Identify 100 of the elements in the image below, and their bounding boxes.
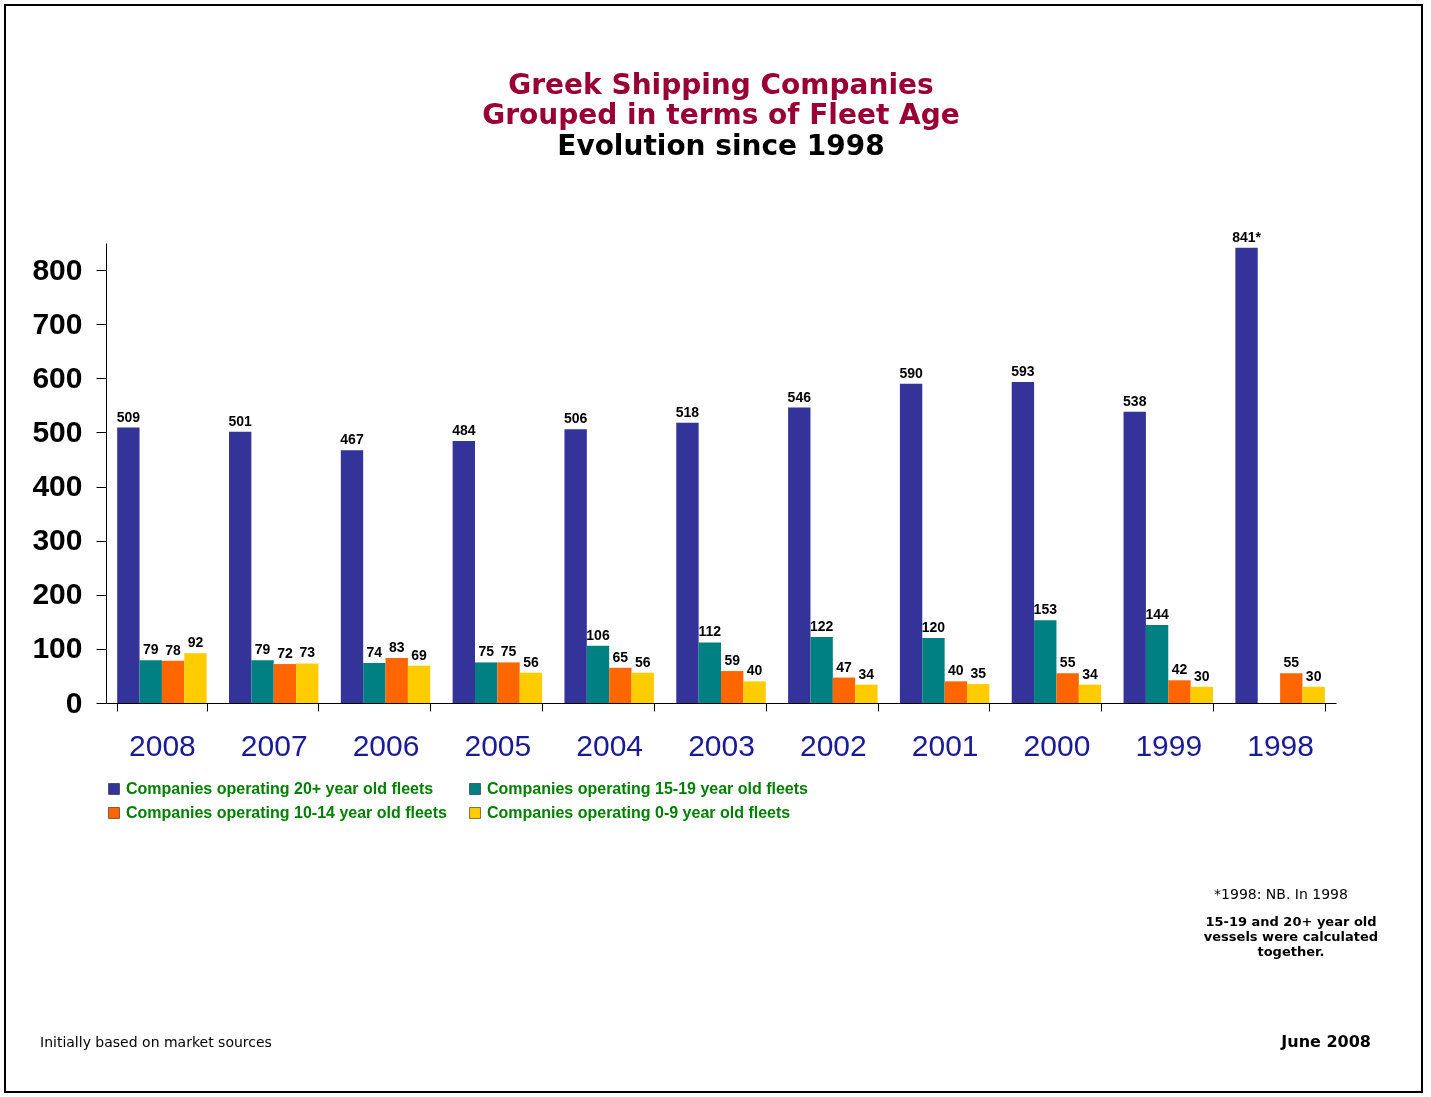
data-label: 40: [746, 662, 763, 679]
bar: [117, 427, 140, 703]
bar: [967, 684, 990, 703]
bar: [273, 664, 297, 703]
bar: [1034, 620, 1057, 703]
x-tick-label: 1999: [1135, 728, 1203, 762]
x-tick-label: 2002: [799, 728, 867, 762]
data-label: 30: [1305, 667, 1322, 684]
bar: [609, 667, 632, 703]
data-label: 42: [1171, 661, 1188, 678]
data-label: 34: [858, 665, 875, 682]
bar: [1123, 411, 1146, 703]
bar: [340, 450, 364, 703]
bar: [385, 658, 408, 703]
bar: [251, 660, 274, 703]
data-label: 30: [1194, 667, 1210, 684]
data-label: 55: [1059, 654, 1076, 671]
data-label: 34: [1082, 665, 1098, 682]
data-label: 47: [836, 658, 852, 675]
bar: [922, 638, 945, 703]
data-label: 122: [809, 617, 834, 634]
bar: [1056, 673, 1079, 703]
legend-label: Companies operating 15-19 year old fleets: [487, 780, 809, 797]
data-label: 506: [563, 410, 588, 427]
x-tick-label: 2008: [129, 728, 196, 762]
bar: [1078, 684, 1102, 703]
bar: [1302, 686, 1325, 703]
bar: [721, 671, 744, 703]
bar: [899, 383, 923, 703]
data-label: 59: [724, 652, 741, 669]
y-tick-label: 800: [32, 252, 83, 286]
y-tick-label: 0: [65, 685, 83, 719]
data-label: 144: [1145, 606, 1169, 623]
data-label: 106: [586, 626, 610, 643]
data-label: 92: [187, 634, 204, 651]
bar: [743, 681, 766, 703]
data-label: 538: [1123, 392, 1147, 409]
bar: [586, 645, 610, 703]
legend-label: Companies operating 0-9 year old fleets: [487, 804, 791, 821]
bar: [1235, 247, 1258, 703]
bar: [363, 662, 386, 703]
bar: [1280, 673, 1303, 703]
data-label: 79: [142, 641, 159, 658]
data-label: 72: [277, 645, 293, 662]
data-label: 153: [1033, 601, 1058, 618]
bar: [564, 429, 587, 703]
bar: [1145, 625, 1169, 703]
data-label: 75: [478, 643, 495, 660]
x-tick-label: 2007: [240, 728, 308, 762]
y-tick-label: 700: [32, 306, 83, 340]
text: 15-19 and 20+ year old vessels were calculated together.: [1202, 914, 1380, 959]
bar: [407, 665, 431, 703]
bar: [944, 681, 967, 703]
x-tick-label: 2000: [1023, 728, 1091, 762]
y-tick-label: 500: [32, 414, 83, 448]
x-tick-label: 1998: [1247, 728, 1314, 762]
bar: [832, 677, 856, 703]
bar: [229, 431, 252, 703]
text: *1998: NB. In 1998: [1213, 886, 1349, 902]
data-label: 593: [1011, 363, 1035, 380]
data-label: 484: [452, 422, 476, 439]
y-tick-label: 100: [32, 631, 83, 665]
text: Initially based on market sources: [40, 1034, 272, 1050]
data-label: 590: [899, 364, 923, 381]
y-tick-label: 300: [32, 523, 83, 557]
x-tick-label: 2001: [911, 728, 979, 762]
data-label: 78: [165, 641, 182, 658]
x-tick-label: 2005: [464, 728, 532, 762]
text: June 2008: [1281, 1032, 1371, 1051]
data-label: 74: [366, 643, 383, 660]
bar: [519, 672, 543, 703]
data-label: 83: [388, 639, 405, 656]
bar: [296, 663, 319, 703]
bar: [788, 407, 811, 703]
data-label: 841*: [1232, 228, 1262, 245]
data-label: 501: [228, 412, 253, 429]
data-label: 546: [787, 388, 812, 405]
data-label: 509: [116, 408, 141, 425]
data-label: 112: [698, 623, 722, 640]
legend-label: Companies operating 20+ year old fleets: [126, 780, 434, 797]
bar: [497, 662, 520, 703]
data-label: 79: [254, 641, 271, 658]
data-label: 56: [523, 653, 539, 670]
bar: [184, 653, 207, 703]
bar: [475, 662, 498, 703]
bar: [676, 422, 699, 703]
bar: [139, 660, 162, 703]
x-tick-label: 2003: [688, 728, 755, 762]
bar: [698, 642, 721, 703]
data-label: 35: [970, 665, 987, 682]
data-label: 75: [500, 643, 517, 660]
legend-label: Companies operating 10-14 year old fleets: [126, 804, 448, 821]
data-label: 73: [299, 644, 316, 661]
data-label: 467: [340, 431, 364, 448]
data-label: 40: [948, 662, 964, 679]
data-label: 518: [675, 403, 700, 420]
bar: [1011, 382, 1035, 703]
x-tick-label: 2006: [352, 728, 420, 762]
y-tick-label: 400: [32, 469, 83, 503]
bar: [810, 636, 833, 703]
